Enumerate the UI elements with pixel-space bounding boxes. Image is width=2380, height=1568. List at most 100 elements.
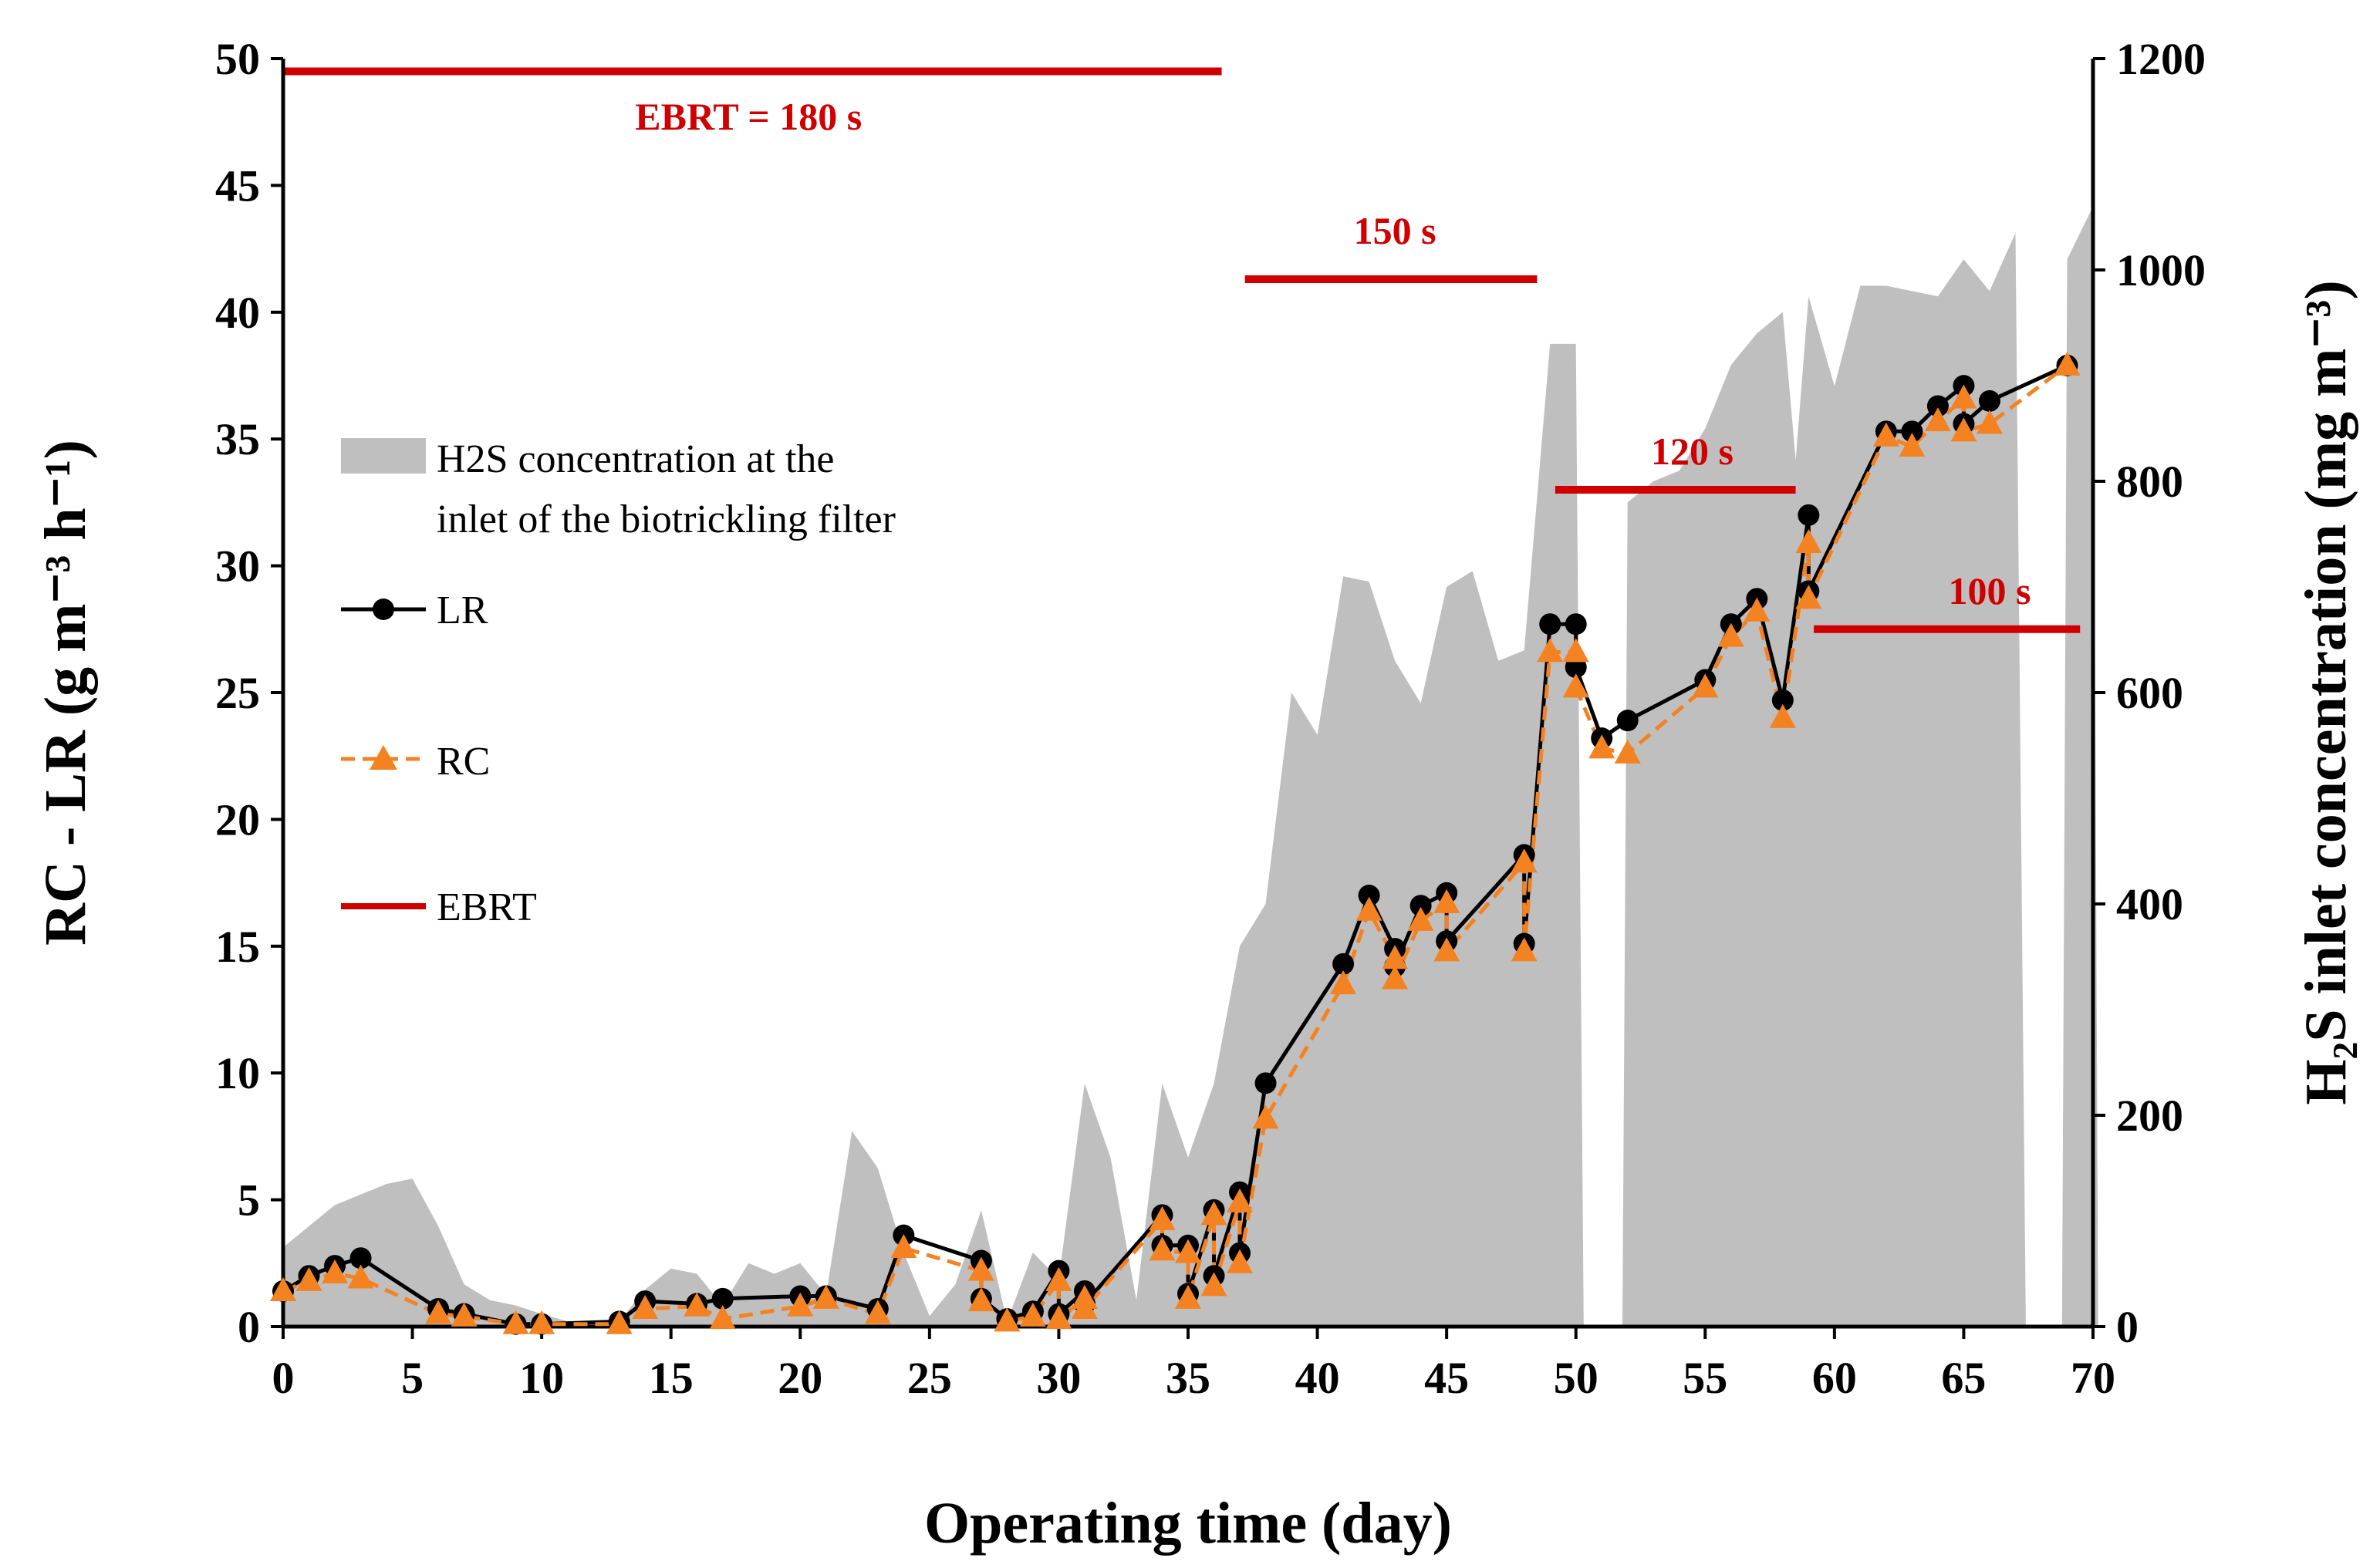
- rc-point: [347, 1264, 374, 1289]
- legend-area-label: H2S concentration at the: [437, 437, 835, 481]
- rc-point: [270, 1276, 296, 1301]
- rc-point: [709, 1305, 736, 1330]
- rc-point: [1227, 1249, 1254, 1273]
- lr-point: [349, 1247, 372, 1270]
- y-right-tick-label: 0: [2116, 1302, 2139, 1352]
- rc-point: [1924, 407, 1951, 432]
- rc-point: [1795, 529, 1822, 554]
- rc-point: [322, 1259, 349, 1283]
- lr-point: [711, 1287, 734, 1310]
- rc-point: [425, 1300, 452, 1324]
- rc-point: [528, 1310, 555, 1334]
- rc-point: [1149, 1206, 1176, 1230]
- ebrt-layer: EBRT = 180 s 150 s 120 s 100 s: [283, 67, 2081, 633]
- rc-point: [502, 1310, 529, 1334]
- h2s-area-segment-3: [2061, 206, 2098, 1327]
- x-tick-label: 0: [272, 1353, 295, 1403]
- x-tick-label: 45: [1424, 1353, 1469, 1403]
- rc-point: [1330, 970, 1357, 995]
- rc-point: [1433, 937, 1460, 962]
- rc-point: [1717, 622, 1744, 647]
- x-tick-label: 20: [778, 1353, 822, 1403]
- rc-point: [1433, 889, 1460, 913]
- y-left-tick-label: 45: [215, 160, 260, 211]
- rc-point: [1200, 1201, 1227, 1226]
- legend-rc-marker: [370, 745, 397, 770]
- legend-area-swatch: [341, 438, 426, 474]
- legend-area-label-continued: inlet of the biotrickling filter: [437, 497, 896, 541]
- y-left-tick-label: 40: [215, 288, 260, 338]
- lr-point: [1616, 710, 1639, 732]
- x-axis-title: Operating time (day): [924, 1491, 1452, 1556]
- axes-layer: 0 5 10 15 20 25 30 35 40 45 50 55 60 65 70051015202530…: [33, 34, 2358, 1556]
- lr-point: [1978, 389, 2000, 412]
- ebrt-label-2: 150 s: [1354, 209, 1436, 252]
- lr-point: [1409, 895, 1432, 917]
- lr-point: [1926, 395, 1949, 417]
- rc-point: [1227, 1188, 1254, 1212]
- x-tick-label: 25: [907, 1353, 952, 1403]
- y-left-tick-label: 15: [215, 922, 260, 972]
- lr-point: [1565, 613, 1587, 636]
- rc-point: [1382, 965, 1409, 990]
- rc-point: [1175, 1284, 1201, 1309]
- y-right-tick-label: 600: [2116, 668, 2183, 718]
- x-tick-label: 55: [1683, 1353, 1727, 1403]
- rc-point: [1744, 597, 1771, 622]
- y-right-tick-label: 1200: [2116, 34, 2206, 84]
- rc-point: [1252, 1104, 1279, 1129]
- rc-point: [2054, 351, 2081, 376]
- y-left-tick-label: 0: [238, 1302, 260, 1352]
- y-axis-right-title: H₂S inlet concentration (mg m⁻³): [2294, 280, 2358, 1104]
- x-tick-label: 40: [1295, 1353, 1340, 1403]
- x-tick-label: 15: [649, 1353, 694, 1403]
- legend-ebrt-label: EBRT: [437, 885, 537, 929]
- rc-point: [1175, 1239, 1201, 1263]
- rc-point: [1511, 937, 1538, 962]
- y-left-tick-label: 30: [215, 541, 260, 592]
- x-tick-label: 50: [1554, 1353, 1598, 1403]
- y-left-tick-label: 5: [238, 1175, 260, 1226]
- y-right-tick-label: 1000: [2116, 245, 2206, 295]
- lr-point: [1798, 504, 1820, 526]
- rc-point: [1769, 703, 1796, 728]
- y-left-tick-label: 25: [215, 668, 260, 718]
- rc-point: [1355, 896, 1382, 921]
- rc-point: [606, 1310, 633, 1334]
- legend-rc-label: RC: [437, 740, 490, 784]
- series-layer: [270, 351, 2081, 1335]
- legend: H2S concentration at the inlet of the bi…: [341, 437, 896, 929]
- rc-point: [1614, 739, 1641, 764]
- rc-point: [1950, 384, 1977, 409]
- rc-point: [1899, 433, 1926, 457]
- x-tick-label: 30: [1036, 1353, 1081, 1403]
- h2s-area-segment-1: [283, 343, 1584, 1327]
- rc-point: [1562, 673, 1589, 698]
- rc-point: [1382, 945, 1409, 969]
- lr-point: [1539, 613, 1561, 636]
- rc-point: [1976, 410, 2003, 434]
- rc-point: [812, 1284, 839, 1309]
- rc-point: [632, 1294, 659, 1319]
- ebrt-label-4: 100 s: [1948, 569, 2031, 612]
- rc-point: [1511, 848, 1538, 873]
- rc-point: [994, 1307, 1021, 1332]
- h2s-area-layer: [283, 206, 2098, 1327]
- rc-point: [1562, 638, 1589, 663]
- rc-point: [1407, 906, 1434, 931]
- rc-point: [967, 1287, 994, 1312]
- y-left-tick-label: 50: [215, 34, 260, 84]
- y-right-tick-label: 800: [2116, 457, 2183, 507]
- rc-point: [1692, 673, 1719, 698]
- x-tick-label: 70: [2071, 1353, 2115, 1403]
- h2s-area-segment-2: [1622, 233, 2026, 1327]
- rc-point: [864, 1300, 891, 1324]
- y-right-tick-label: 400: [2116, 879, 2183, 929]
- y-left-tick-label: 20: [215, 794, 260, 845]
- x-tick-label: 60: [1812, 1353, 1857, 1403]
- x-tick-label: 35: [1166, 1353, 1210, 1403]
- rc-point: [1071, 1294, 1098, 1319]
- lr-point: [1358, 885, 1380, 907]
- rc-point: [1045, 1305, 1072, 1330]
